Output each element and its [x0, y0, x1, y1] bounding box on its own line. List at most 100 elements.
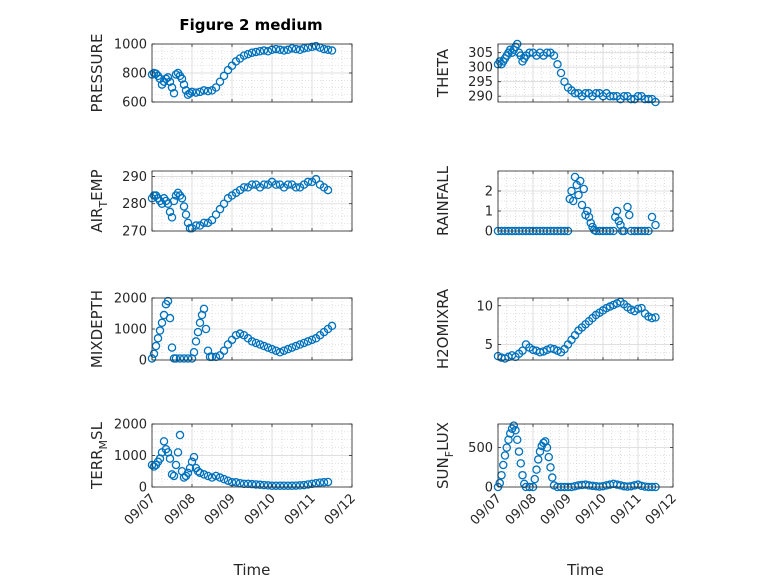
data-point [175, 354, 185, 363]
axes-box [151, 170, 353, 232]
data-point [644, 94, 653, 104]
data-point [195, 87, 205, 97]
data-point [291, 341, 301, 351]
data-point [219, 346, 229, 355]
data-point [315, 478, 325, 487]
data-point [549, 51, 559, 60]
y-tick-label: 10 [476, 299, 493, 314]
data-point [157, 318, 167, 328]
data-point [235, 329, 245, 338]
data-point [193, 327, 203, 337]
data-point [623, 202, 632, 212]
data-point [612, 206, 622, 216]
data-point [259, 341, 269, 351]
data-point [584, 212, 594, 222]
figure-title: Figure 2 medium [179, 16, 322, 34]
data-point [165, 77, 175, 86]
data-point [307, 335, 317, 345]
y-tick-label: 1000 [114, 323, 147, 338]
data-point [586, 218, 596, 228]
data-point [546, 463, 555, 472]
y-tick-label: 1 [485, 205, 493, 220]
data-point [530, 474, 540, 484]
data-point [231, 478, 241, 487]
data-point [185, 89, 195, 98]
data-point [149, 349, 159, 359]
data-point [525, 48, 534, 57]
data-point [219, 71, 229, 81]
data-point [319, 44, 329, 54]
data-point [583, 206, 592, 216]
data-point [239, 183, 249, 192]
data-point [181, 210, 191, 219]
subplot-1: 600 800 1000 PRESSURE [88, 34, 353, 112]
data-point [323, 477, 333, 487]
subplot-3: 270 280 290 AIRTEMP [88, 169, 353, 240]
data-point [239, 51, 249, 60]
data-point [243, 479, 253, 489]
data-point [287, 343, 297, 352]
data-point [299, 338, 309, 348]
data-point [502, 443, 511, 452]
y-tick-label: 2 [485, 185, 493, 200]
data-point [295, 340, 305, 349]
y-tick-label: 280 [122, 197, 147, 212]
data-point [263, 47, 273, 56]
data-point [323, 45, 333, 55]
data-point [516, 459, 526, 468]
data-point [219, 474, 229, 484]
subplot-4: 0 1 2 RAINFALL [434, 165, 674, 240]
data-point [247, 180, 257, 189]
data-point [167, 470, 177, 479]
data-point [509, 421, 518, 430]
data-point [211, 471, 221, 481]
data-point [518, 470, 527, 480]
y-tick-label: 270 [122, 225, 147, 240]
data-point [259, 180, 269, 189]
data-point [247, 48, 257, 57]
data-point [307, 42, 317, 52]
x-axis-label: Time [566, 561, 604, 579]
data-point [498, 460, 508, 470]
data-point [177, 194, 187, 203]
data-point [633, 304, 643, 314]
y-tick-label: 305 [468, 46, 493, 61]
data-point [223, 476, 233, 485]
data-point [579, 184, 589, 194]
data-point [163, 296, 173, 306]
data-point [311, 174, 321, 184]
data-point [267, 481, 277, 490]
y-axis-label: RAINFALL [434, 165, 452, 236]
data-point [199, 304, 209, 314]
data-point [271, 346, 281, 355]
data-point [211, 352, 221, 362]
y-tick-label: 1000 [114, 449, 147, 464]
data-point [195, 318, 205, 328]
data-point [163, 73, 173, 82]
data-point [556, 68, 566, 78]
y-tick-label: 290 [468, 90, 493, 105]
data-point [175, 430, 185, 440]
data-point [259, 46, 269, 55]
data-point [271, 180, 281, 189]
data-point [215, 204, 225, 214]
y-tick-label: 295 [468, 75, 493, 90]
data-point [155, 326, 165, 335]
data-point [514, 447, 524, 456]
data-point [303, 177, 313, 187]
data-point [187, 87, 197, 97]
y-tick-label: 2000 [114, 418, 147, 433]
data-point [626, 94, 636, 104]
data-point [542, 48, 552, 57]
data-point [651, 220, 660, 230]
data-point [199, 218, 209, 228]
data-point [167, 83, 177, 92]
data-point [211, 210, 221, 219]
data-point [169, 471, 179, 481]
data-point [327, 46, 337, 55]
data-point [327, 321, 337, 331]
data-point [189, 452, 199, 462]
data-point [567, 186, 576, 196]
